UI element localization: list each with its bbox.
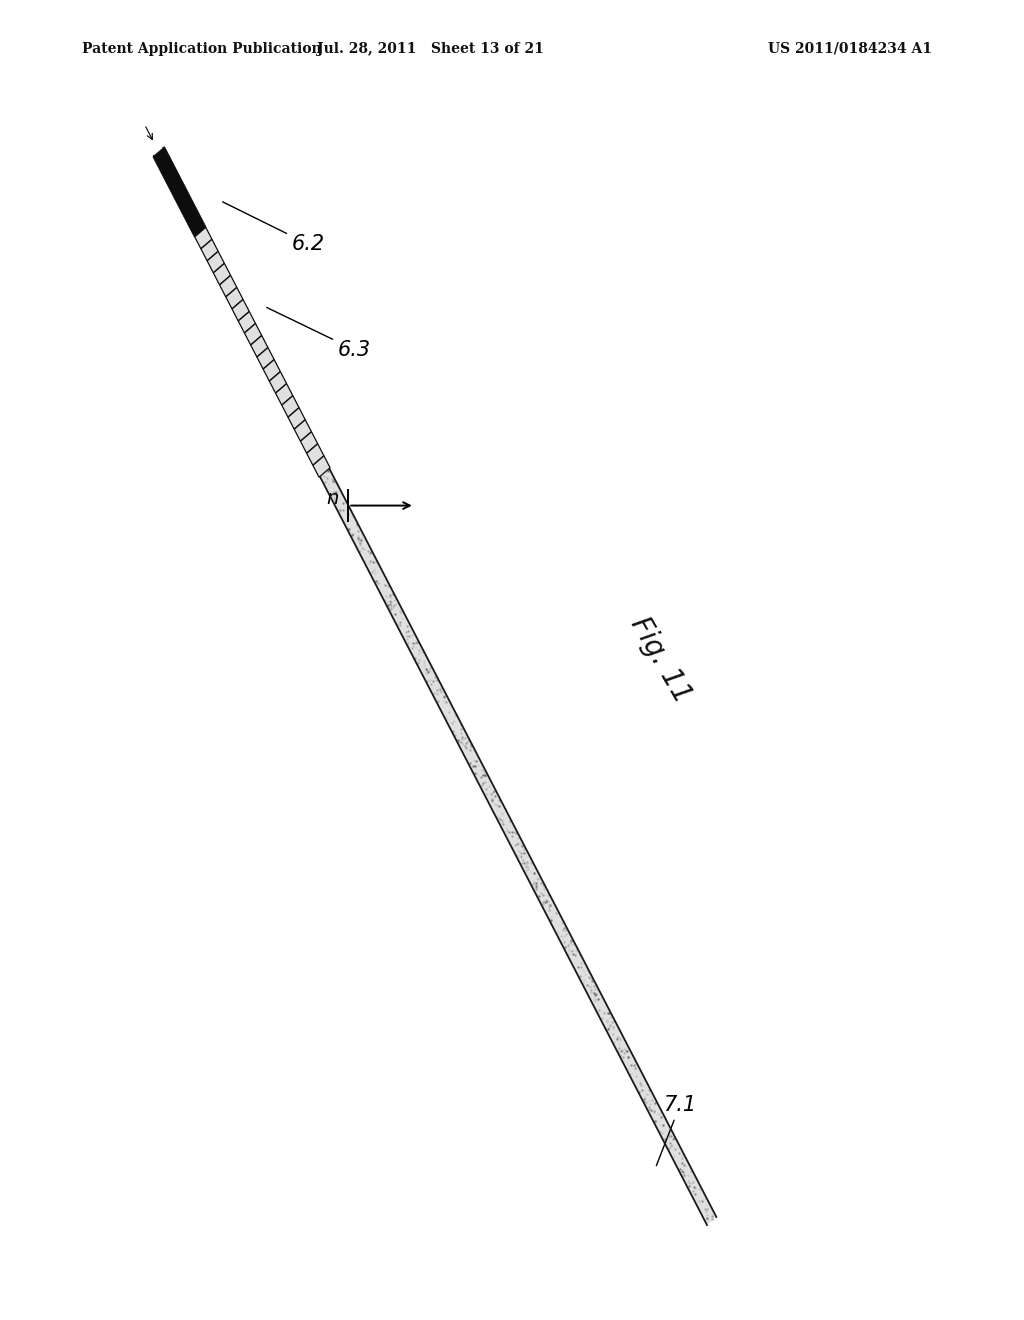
Polygon shape [263,359,281,381]
Text: US 2011/0184234 A1: US 2011/0184234 A1 [768,42,932,55]
Polygon shape [201,239,218,261]
Polygon shape [306,444,324,465]
Polygon shape [226,288,243,309]
Polygon shape [257,347,274,370]
Text: Jul. 28, 2011   Sheet 13 of 21: Jul. 28, 2011 Sheet 13 of 21 [316,42,544,55]
Polygon shape [153,147,206,238]
Text: 6.3: 6.3 [266,308,371,360]
Text: Patent Application Publication: Patent Application Publication [82,42,322,55]
Polygon shape [300,432,317,453]
Polygon shape [288,408,305,429]
Polygon shape [154,148,717,1225]
Polygon shape [232,300,249,321]
Polygon shape [239,312,255,333]
Polygon shape [294,420,311,441]
Polygon shape [269,372,287,393]
Text: 6.2: 6.2 [222,202,325,255]
Text: 7.1: 7.1 [656,1094,696,1166]
Polygon shape [275,384,293,405]
Polygon shape [245,323,262,345]
Text: n: n [327,490,339,508]
Polygon shape [282,396,299,417]
Polygon shape [213,264,230,285]
Polygon shape [207,251,224,273]
Polygon shape [251,335,268,356]
Text: Fig. 11: Fig. 11 [625,612,696,708]
Polygon shape [219,276,237,297]
Polygon shape [195,227,212,248]
Polygon shape [313,455,330,478]
